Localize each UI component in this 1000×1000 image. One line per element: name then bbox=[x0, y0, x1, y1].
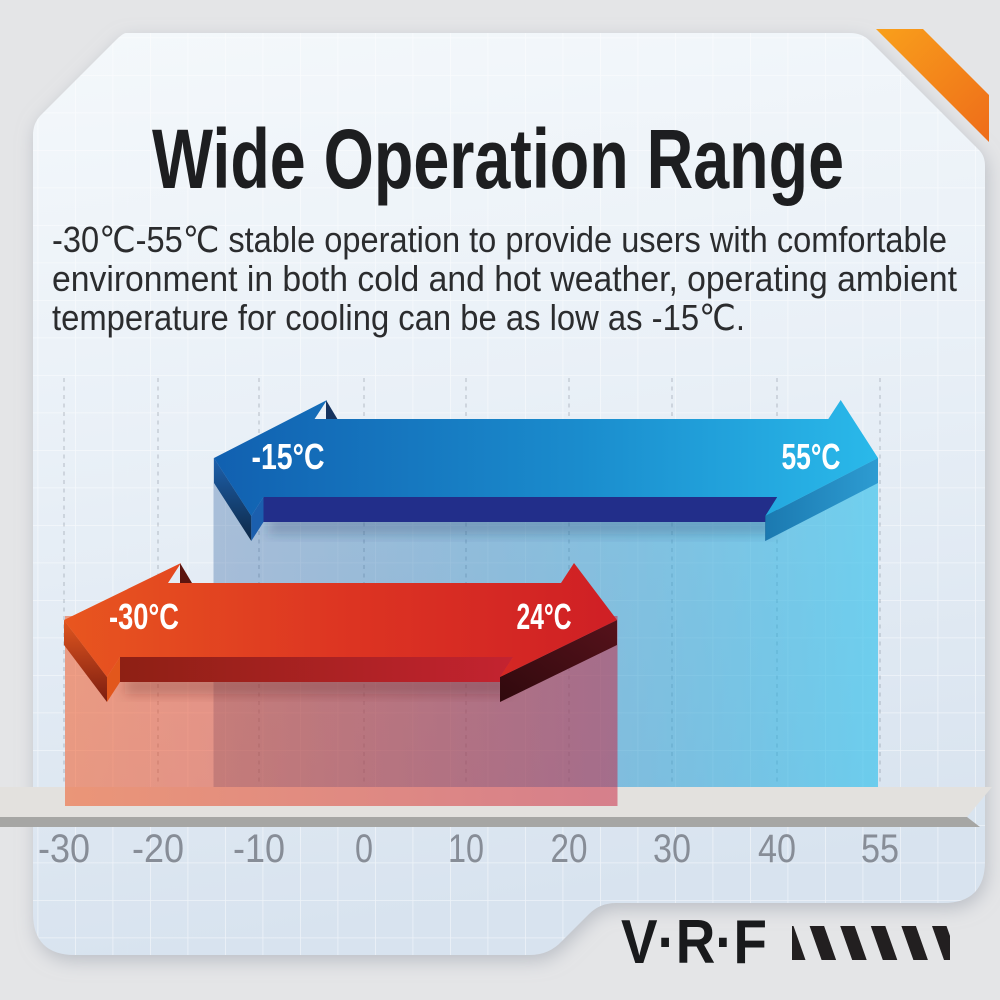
svg-text:24°C: 24°C bbox=[517, 596, 572, 637]
svg-text:55: 55 bbox=[861, 827, 899, 871]
svg-text:-30℃-55℃ stable operation to p: -30℃-55℃ stable operation to provide use… bbox=[52, 219, 947, 260]
svg-text:10: 10 bbox=[448, 827, 484, 871]
svg-text:55°C: 55°C bbox=[782, 436, 841, 477]
svg-text:V·R·F: V·R·F bbox=[621, 908, 767, 977]
svg-text:30: 30 bbox=[653, 827, 691, 871]
svg-text:-30: -30 bbox=[38, 827, 90, 871]
svg-text:-15°C: -15°C bbox=[252, 436, 325, 477]
svg-text:40: 40 bbox=[758, 827, 796, 871]
svg-text:-10: -10 bbox=[233, 827, 285, 871]
svg-text:temperature for cooling can be: temperature for cooling can be as low as… bbox=[52, 297, 745, 338]
svg-text:0: 0 bbox=[355, 827, 373, 871]
svg-text:20: 20 bbox=[551, 827, 588, 871]
svg-text:-30°C: -30°C bbox=[109, 596, 179, 637]
svg-text:Wide Operation Range: Wide Operation Range bbox=[152, 112, 844, 206]
svg-text:environment in both cold and h: environment in both cold and hot weather… bbox=[52, 258, 957, 299]
svg-text:-20: -20 bbox=[132, 827, 184, 871]
